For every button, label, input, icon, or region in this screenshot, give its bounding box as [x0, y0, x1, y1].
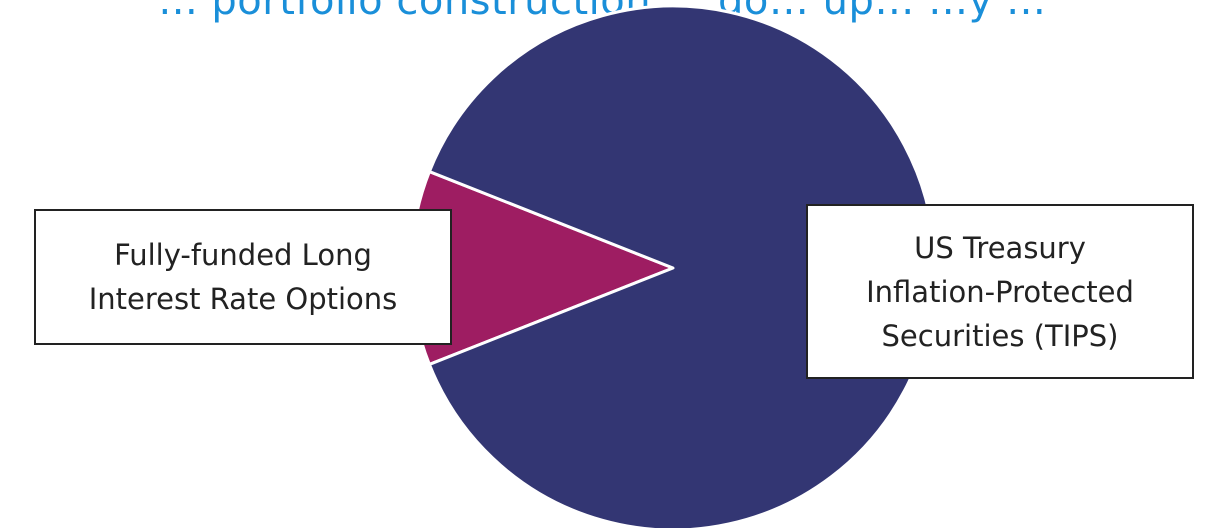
- slice-label-tips: US Treasury Inflation-Protected Securiti…: [806, 204, 1194, 379]
- slice-label-text: Fully-funded Long Interest Rate Options: [88, 238, 398, 316]
- slice-label-text: US Treasury Inflation-Protected Securiti…: [866, 230, 1134, 353]
- slice-label-long-rate-options: Fully-funded Long Interest Rate Options: [34, 209, 452, 345]
